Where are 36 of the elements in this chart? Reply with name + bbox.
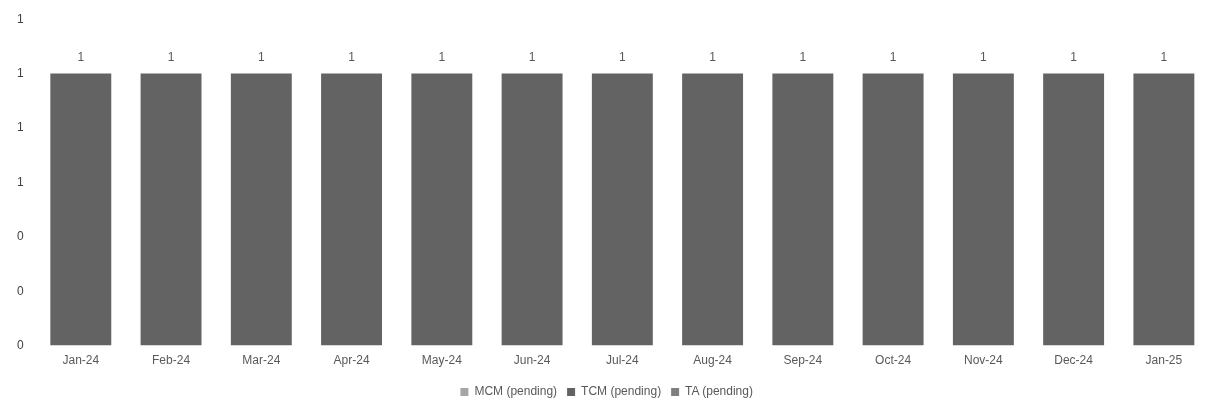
- y-tick-label: 1: [16, 65, 24, 80]
- x-tick-label: Dec-24: [1054, 353, 1094, 368]
- total-label: 1: [799, 49, 807, 64]
- total-label: 1: [348, 49, 356, 64]
- x-tick-label: Mar-24: [242, 353, 281, 368]
- x-tick-label: Sep-24: [783, 353, 823, 368]
- total-label: 1: [438, 49, 446, 64]
- y-tick-label: 1: [16, 120, 24, 135]
- total-label: 1: [167, 49, 175, 64]
- total-label: 1: [709, 49, 717, 64]
- y-tick-label: 0: [16, 283, 24, 298]
- total-label: 1: [77, 49, 85, 64]
- x-tick-label: Jan-24: [62, 353, 100, 368]
- total-label: 1: [1070, 49, 1078, 64]
- legend-label: TA (pending): [685, 384, 753, 399]
- x-tick-label: May-24: [421, 353, 463, 368]
- total-label: 1: [528, 49, 536, 64]
- legend-label: MCM (pending): [474, 384, 558, 399]
- x-tick-label: Apr-24: [333, 353, 370, 368]
- y-tick-label: 0: [16, 229, 24, 244]
- x-tick-label: Jan-25: [1145, 353, 1183, 368]
- x-tick-label: Jun-24: [513, 353, 551, 368]
- total-label: 1: [618, 49, 626, 64]
- x-tick-label: Jul-24: [605, 353, 639, 368]
- x-tick-label: Aug-24: [693, 353, 733, 368]
- y-tick-label: 1: [16, 174, 24, 189]
- total-label: 1: [980, 49, 988, 64]
- total-label: 1: [257, 49, 265, 64]
- y-tick-label: 0: [16, 337, 24, 352]
- total-label: 1: [889, 49, 897, 64]
- total-label: 1: [1160, 49, 1168, 64]
- legend-label: TCM (pending): [581, 384, 662, 399]
- x-tick-label: Oct-24: [875, 353, 912, 368]
- x-tick-label: Nov-24: [964, 353, 1004, 368]
- x-tick-label: Feb-24: [152, 353, 191, 368]
- y-tick-label: 1: [16, 11, 24, 26]
